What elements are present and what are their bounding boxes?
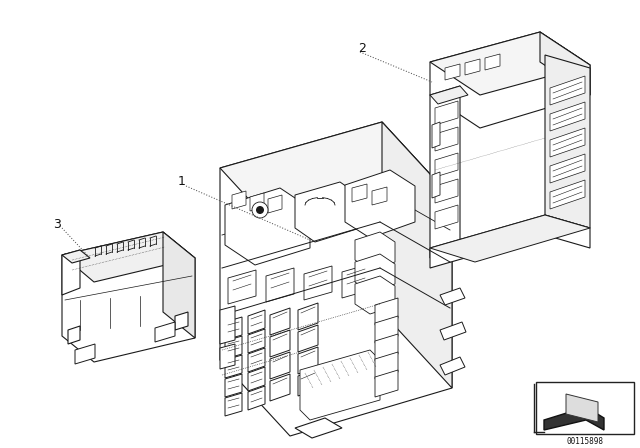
Polygon shape bbox=[430, 32, 590, 95]
Polygon shape bbox=[220, 122, 452, 244]
Polygon shape bbox=[225, 374, 242, 397]
Circle shape bbox=[256, 206, 264, 214]
Text: 1: 1 bbox=[178, 175, 186, 188]
Polygon shape bbox=[432, 122, 440, 148]
Bar bbox=[536, 382, 634, 434]
Polygon shape bbox=[220, 122, 452, 436]
Polygon shape bbox=[250, 193, 264, 211]
Polygon shape bbox=[248, 310, 265, 334]
Polygon shape bbox=[342, 264, 370, 298]
Polygon shape bbox=[225, 393, 242, 416]
Polygon shape bbox=[375, 334, 398, 361]
Polygon shape bbox=[62, 232, 195, 282]
Polygon shape bbox=[220, 306, 235, 344]
Polygon shape bbox=[62, 250, 80, 295]
Polygon shape bbox=[352, 184, 367, 202]
Polygon shape bbox=[266, 268, 294, 302]
Polygon shape bbox=[248, 329, 265, 353]
Polygon shape bbox=[355, 276, 395, 314]
Polygon shape bbox=[175, 312, 188, 330]
Polygon shape bbox=[430, 215, 590, 262]
Polygon shape bbox=[550, 180, 585, 209]
Polygon shape bbox=[435, 153, 458, 177]
Polygon shape bbox=[62, 250, 90, 263]
Polygon shape bbox=[544, 407, 604, 430]
Polygon shape bbox=[465, 59, 480, 75]
Polygon shape bbox=[440, 322, 466, 340]
Polygon shape bbox=[163, 232, 195, 338]
Polygon shape bbox=[435, 101, 458, 125]
Polygon shape bbox=[545, 55, 590, 228]
Polygon shape bbox=[430, 86, 460, 258]
Polygon shape bbox=[298, 369, 318, 396]
Polygon shape bbox=[445, 64, 460, 80]
Polygon shape bbox=[62, 232, 195, 362]
Polygon shape bbox=[225, 188, 310, 265]
Polygon shape bbox=[248, 367, 265, 391]
Polygon shape bbox=[566, 394, 598, 422]
Polygon shape bbox=[550, 128, 585, 157]
Polygon shape bbox=[220, 344, 235, 369]
Polygon shape bbox=[295, 182, 360, 242]
Polygon shape bbox=[372, 187, 387, 205]
Polygon shape bbox=[375, 352, 398, 379]
Text: 00115898: 00115898 bbox=[566, 437, 604, 446]
Polygon shape bbox=[550, 154, 585, 183]
Polygon shape bbox=[375, 298, 398, 325]
Polygon shape bbox=[355, 254, 395, 292]
Polygon shape bbox=[430, 215, 590, 268]
Polygon shape bbox=[228, 270, 256, 304]
Polygon shape bbox=[75, 344, 95, 364]
Polygon shape bbox=[248, 386, 265, 410]
Polygon shape bbox=[298, 325, 318, 352]
Polygon shape bbox=[225, 317, 242, 340]
Polygon shape bbox=[300, 350, 380, 420]
Polygon shape bbox=[440, 357, 465, 375]
Polygon shape bbox=[225, 336, 242, 359]
Polygon shape bbox=[540, 32, 590, 95]
Polygon shape bbox=[550, 76, 585, 105]
Polygon shape bbox=[435, 127, 458, 151]
Polygon shape bbox=[304, 266, 332, 300]
Polygon shape bbox=[430, 86, 468, 104]
Polygon shape bbox=[298, 347, 318, 374]
Polygon shape bbox=[225, 355, 242, 378]
Polygon shape bbox=[345, 170, 415, 238]
Polygon shape bbox=[375, 370, 398, 397]
Polygon shape bbox=[270, 308, 290, 335]
Polygon shape bbox=[355, 232, 395, 270]
Polygon shape bbox=[435, 205, 458, 229]
Polygon shape bbox=[270, 352, 290, 379]
Polygon shape bbox=[298, 303, 318, 330]
Polygon shape bbox=[382, 122, 452, 388]
Polygon shape bbox=[485, 54, 500, 70]
Polygon shape bbox=[155, 322, 175, 342]
Polygon shape bbox=[268, 195, 282, 213]
Polygon shape bbox=[432, 172, 440, 198]
Polygon shape bbox=[295, 418, 342, 438]
Text: 3: 3 bbox=[53, 218, 61, 231]
Text: 2: 2 bbox=[358, 42, 366, 55]
Circle shape bbox=[252, 202, 268, 218]
Polygon shape bbox=[270, 374, 290, 401]
Polygon shape bbox=[375, 316, 398, 343]
Polygon shape bbox=[430, 32, 590, 128]
Polygon shape bbox=[68, 326, 80, 344]
Polygon shape bbox=[440, 288, 465, 305]
Polygon shape bbox=[435, 179, 458, 203]
Polygon shape bbox=[232, 191, 246, 209]
Polygon shape bbox=[550, 102, 585, 131]
Polygon shape bbox=[270, 330, 290, 357]
Polygon shape bbox=[248, 348, 265, 372]
